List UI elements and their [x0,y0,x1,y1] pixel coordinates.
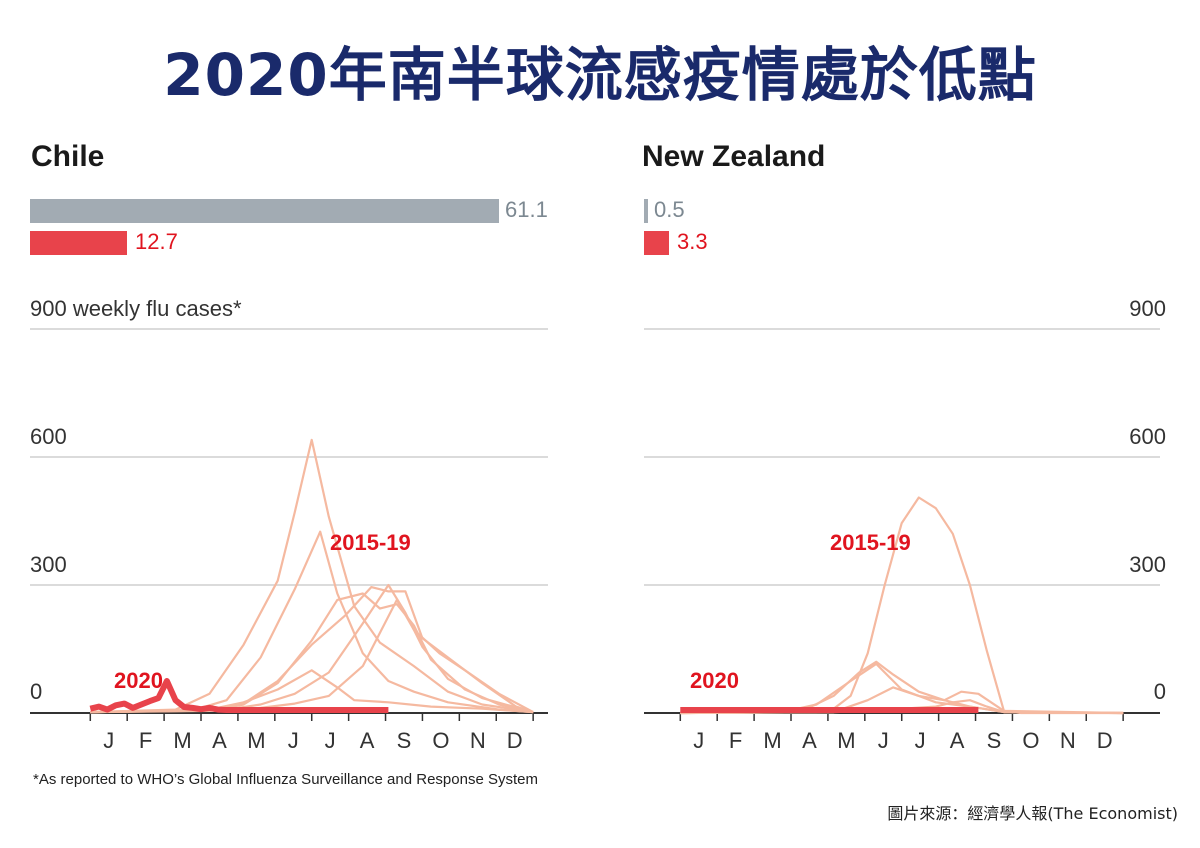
month-label: M [763,728,781,753]
month-label: O [1022,728,1039,753]
month-label: S [987,728,1002,753]
month-label: D [507,728,523,753]
footnote: *As reported to WHO’s Global Influenza S… [33,771,538,788]
historical-series-line-3 [680,660,1124,715]
month-label: J [915,728,926,753]
month-label: A [950,728,965,753]
nz-grey-total-label: 0.5 [654,197,685,222]
chile-y-tick-0: 0 [30,679,43,704]
historical-series-line-4 [90,586,534,714]
month-label: F [139,728,152,753]
series-2020-line [89,678,389,713]
month-label: F [729,728,742,753]
nz-red-total-label: 3.3 [677,229,708,254]
historical-series-line-1 [90,438,534,714]
month-label: N [470,728,486,753]
historical-series-line-4 [680,686,1124,715]
nz-y-tick-600: 600 [1129,424,1166,449]
month-label: J [878,728,889,753]
label-2015-19: 2015-19 [330,530,411,555]
chile-y-tick-300: 300 [30,552,67,577]
month-label: O [432,728,449,753]
month-label: S [397,728,412,753]
source-credit: 圖片來源：經濟學人報(The Economist) [887,804,1178,823]
historical-series-line-3 [90,592,534,714]
historical-series-line-7 [90,669,534,714]
historical-series-line-2 [90,530,534,714]
nz-y-tick-300: 300 [1129,552,1166,577]
month-label: A [802,728,817,753]
label-2020: 2020 [114,668,163,693]
label-2020: 2020 [690,668,739,693]
month-label: J [288,728,299,753]
month-label: J [103,728,114,753]
label-2015-19: 2015-19 [830,530,911,555]
month-label: A [360,728,375,753]
historical-series-line-1 [680,496,1124,715]
chile-panel-title: Chile [31,140,105,173]
month-label: J [693,728,704,753]
chile-y-axis-title: 900 weekly flu cases* [30,296,242,321]
chile-panel: Chile 61.1 12.7 900 weekly flu cases* 60… [0,130,560,830]
nz-red-total-bar [644,231,669,255]
month-label: M [247,728,265,753]
month-label: M [837,728,855,753]
month-label: A [212,728,227,753]
month-label: D [1097,728,1113,753]
nz-y-tick-900: 900 [1129,296,1166,321]
nz-grey-total-bar [644,199,648,223]
chile-grey-total-bar [30,199,499,223]
month-label: M [173,728,191,753]
month-label: J [325,728,336,753]
new-zealand-panel-title: New Zealand [642,140,826,173]
page-title: 2020年南半球流感疫情處於低點 [163,41,1037,109]
chile-grey-total-label: 61.1 [505,197,548,222]
historical-series-line-2 [680,662,1124,715]
historical-series-line-5 [90,583,534,714]
chile-y-tick-600: 600 [30,424,67,449]
chile-red-total-bar [30,231,127,255]
chile-red-total-label: 12.7 [135,229,178,254]
month-label: N [1060,728,1076,753]
nz-y-tick-0: 0 [1153,679,1166,704]
